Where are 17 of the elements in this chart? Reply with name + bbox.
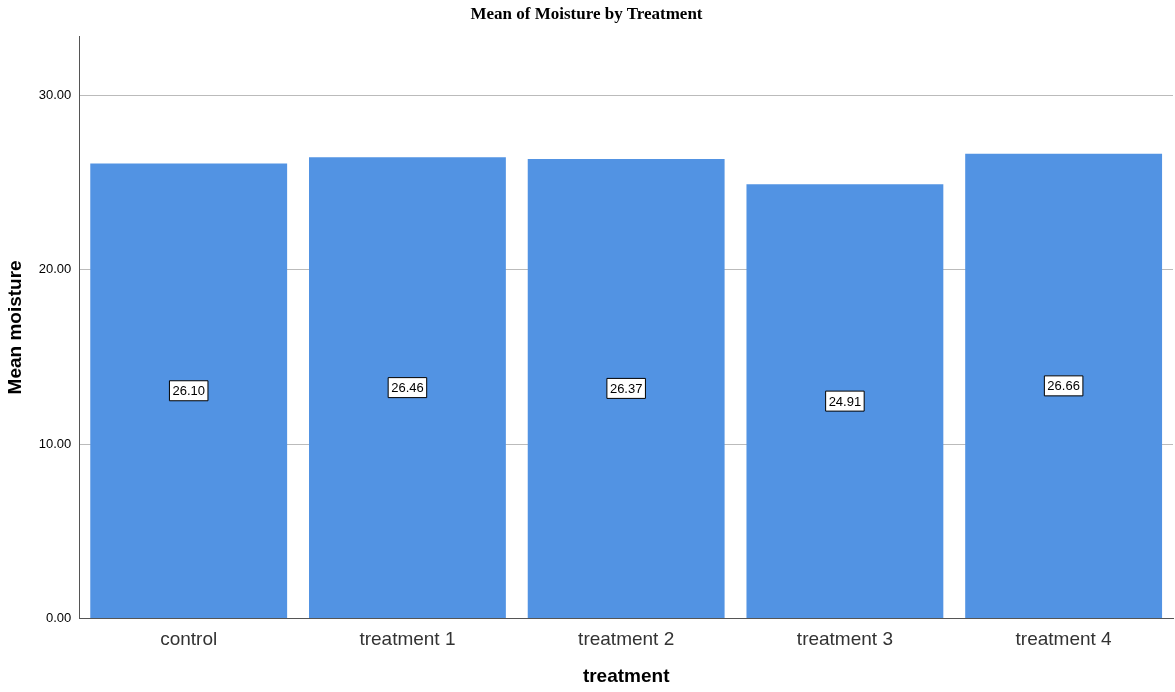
x-axis-title: treatment — [582, 664, 671, 686]
data-label: 26.46 — [391, 380, 424, 396]
y-tick-label: 0.00 — [46, 609, 72, 625]
y-tick-label: 20.00 — [38, 261, 72, 277]
y-tick-label: 10.00 — [38, 435, 72, 451]
y-axis-title: Mean moisture — [3, 260, 25, 395]
y-tick-label: 30.00 — [38, 87, 72, 103]
x-tick-label: control — [160, 628, 218, 650]
data-label: 24.91 — [828, 393, 862, 409]
x-tick-label: treatment 3 — [796, 628, 893, 650]
data-label: 26.66 — [1047, 378, 1080, 394]
data-label: 26.37 — [609, 380, 643, 396]
chart-title: Mean of Moisture by Treatment — [470, 3, 703, 23]
x-tick-label: treatment 2 — [578, 628, 675, 650]
x-tick-label: treatment 4 — [1015, 628, 1113, 650]
x-tick-label: treatment 1 — [359, 628, 456, 650]
data-label: 26.10 — [172, 383, 205, 399]
